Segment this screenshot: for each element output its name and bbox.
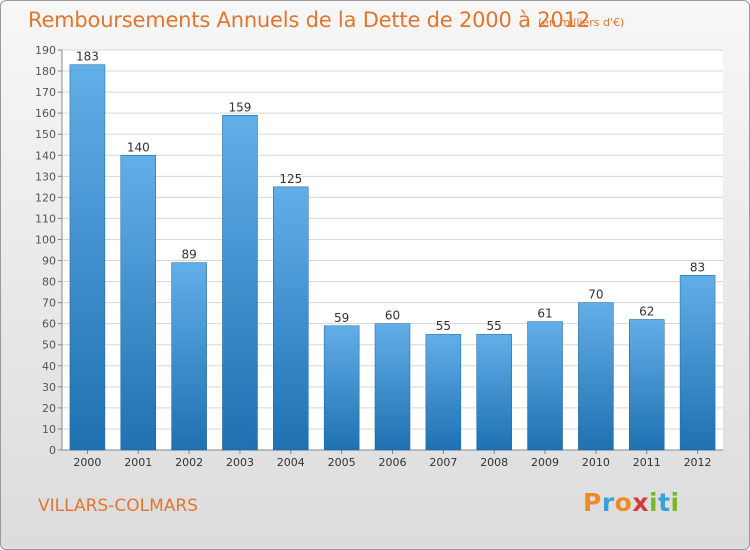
x-tick-label-2001: 2001 xyxy=(124,456,152,469)
data-label-2011: 62 xyxy=(639,304,654,318)
bar-2004[interactable] xyxy=(273,186,309,451)
x-tick-label-2004: 2004 xyxy=(277,456,305,469)
y-tick-label: 50 xyxy=(42,339,56,352)
y-tick-label: 130 xyxy=(35,170,56,183)
bar-2010[interactable] xyxy=(578,302,614,451)
x-tick-label-2003: 2003 xyxy=(226,456,254,469)
data-label-2009: 61 xyxy=(537,307,552,321)
data-label-2012: 83 xyxy=(690,260,705,274)
data-label-2007: 55 xyxy=(436,319,451,333)
x-tick-label-2005: 2005 xyxy=(328,456,356,469)
x-tick-label-2006: 2006 xyxy=(379,456,407,469)
bar-2003[interactable] xyxy=(222,115,258,451)
x-tick-label-2000: 2000 xyxy=(73,456,101,469)
bar-2005[interactable] xyxy=(323,325,360,451)
y-tick-label: 0 xyxy=(49,444,56,457)
data-label-2004: 125 xyxy=(279,172,302,186)
bar-2002[interactable] xyxy=(171,262,207,451)
y-tick-label: 90 xyxy=(42,255,56,268)
bar-2000[interactable] xyxy=(69,64,106,451)
y-tick-label: 70 xyxy=(42,297,56,310)
data-label-2000: 183 xyxy=(76,50,99,64)
proxiti-logo[interactable]: Proxiti xyxy=(583,488,680,517)
y-tick-label: 110 xyxy=(35,212,56,225)
place-name: VILLARS-COLMARS xyxy=(38,496,198,516)
x-tick-label-2009: 2009 xyxy=(531,456,559,469)
y-tick-label: 190 xyxy=(35,44,56,57)
x-tick-label-2008: 2008 xyxy=(480,456,508,469)
bar-2011[interactable] xyxy=(628,319,665,451)
chart-unit-label: (en milliers d'€) xyxy=(538,16,625,29)
data-label-2003: 159 xyxy=(229,100,252,114)
data-label-2005: 59 xyxy=(334,311,349,325)
data-label-2010: 70 xyxy=(588,288,603,302)
data-label-2002: 89 xyxy=(181,248,196,262)
data-label-2001: 140 xyxy=(127,140,150,154)
bar-2008[interactable] xyxy=(476,333,512,451)
data-label-2008: 55 xyxy=(487,319,502,333)
y-tick-label: 150 xyxy=(35,128,56,141)
x-tick-label-2010: 2010 xyxy=(582,456,610,469)
chart-title: Remboursements Annuels de la Dette de 20… xyxy=(28,8,590,32)
y-tick-label: 170 xyxy=(35,86,56,99)
y-tick-label: 30 xyxy=(42,381,56,394)
y-tick-label: 20 xyxy=(42,402,56,415)
y-tick-label: 10 xyxy=(42,423,56,436)
x-tick-label-2011: 2011 xyxy=(633,456,661,469)
x-tick-label-2007: 2007 xyxy=(429,456,457,469)
y-tick-label: 120 xyxy=(35,191,56,204)
y-tick-label: 80 xyxy=(42,276,56,289)
y-tick-label: 140 xyxy=(35,149,56,162)
x-tick-label-2012: 2012 xyxy=(684,456,712,469)
bar-2006[interactable] xyxy=(374,323,411,451)
y-tick-label: 60 xyxy=(42,318,56,331)
bar-2009[interactable] xyxy=(527,321,563,451)
y-tick-label: 160 xyxy=(35,107,56,120)
x-tick-label-2002: 2002 xyxy=(175,456,203,469)
bar-2012[interactable] xyxy=(679,275,716,451)
data-label-2006: 60 xyxy=(385,309,400,323)
bar-2007[interactable] xyxy=(425,333,462,451)
y-tick-label: 40 xyxy=(42,360,56,373)
y-tick-label: 180 xyxy=(35,65,56,78)
y-tick-label: 100 xyxy=(35,233,56,246)
bar-2001[interactable] xyxy=(120,155,157,451)
